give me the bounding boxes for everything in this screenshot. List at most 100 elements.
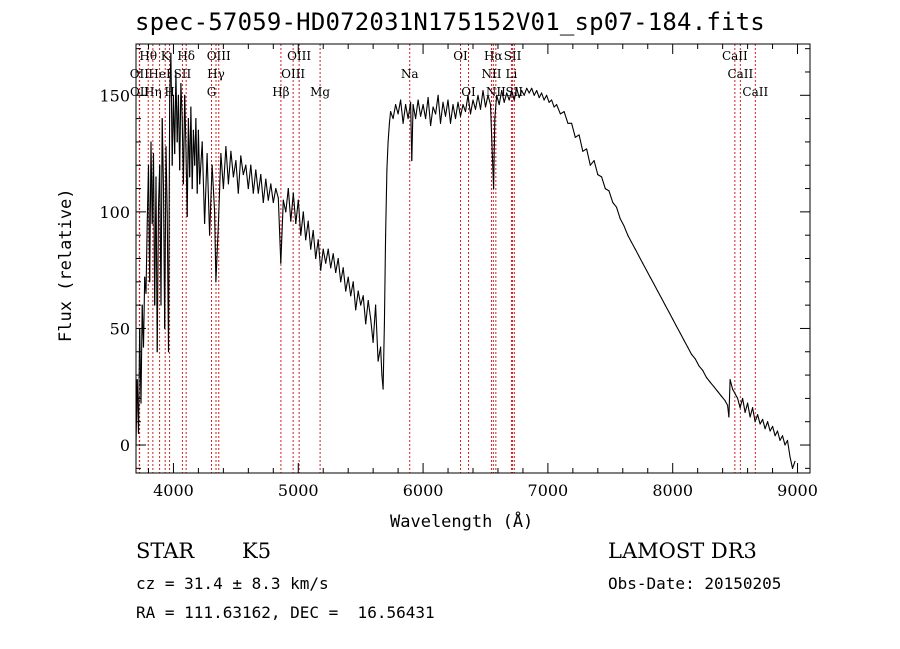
flux-segment-0-20: [160, 118, 163, 306]
flux-segment-0-153: [439, 101, 444, 124]
flux-segment-0-233: [675, 325, 681, 334]
flux-segment-0-51: [199, 141, 203, 185]
flux-segment-0-177: [496, 94, 500, 106]
flux-segment-0-210: [589, 160, 595, 166]
flux-segment-0-114: [355, 290, 359, 311]
flux-segment-0-132: [390, 111, 394, 120]
flux-segment-0-70: [245, 164, 249, 190]
x-tick-label-1: 5000: [278, 481, 319, 500]
line-marker-label-21: NII: [481, 67, 501, 81]
line-marker-label-6: SII: [174, 67, 192, 81]
x-tick-label-5: 9000: [777, 481, 818, 500]
x-tick-label-0: 4000: [153, 481, 194, 500]
flux-segment-0-113: [352, 281, 357, 311]
flux-segment-0-4: [140, 304, 143, 404]
flux-segment-0-41: [186, 118, 189, 218]
flux-segment-0-55: [209, 164, 213, 236]
line-marker-label-10: Hγ: [207, 67, 225, 81]
flux-segment-0-162: [462, 104, 467, 113]
flux-segment-0-147: [425, 97, 429, 120]
flux-segment-0-88: [290, 192, 294, 222]
flux-segment-0-39: [184, 94, 187, 148]
flux-segment-0-110: [345, 276, 349, 292]
line-marker-label-19: Hα: [484, 49, 503, 63]
flux-segment-0-6: [142, 276, 146, 348]
flux-segment-0-226: [649, 276, 655, 285]
y-tick-label-2: 100: [99, 203, 130, 222]
flux-segment-0-179: [501, 90, 505, 103]
flux-segment-0-178: [498, 90, 503, 106]
flux-segment-0-112: [350, 281, 354, 297]
object-class: STAR: [136, 539, 195, 563]
flux-segment-0-244: [717, 390, 722, 397]
flux-segment-0-182: [508, 90, 513, 101]
plot-frame: [135, 43, 811, 474]
flux-segment-0-115: [357, 290, 362, 306]
flux-segment-0-246: [724, 400, 729, 406]
flux-segment-0-261: [759, 418, 764, 425]
flux-segment-0-150: [432, 106, 437, 115]
line-marker-label-8: Hδ: [177, 49, 195, 63]
line-marker-label-12: OIII: [287, 49, 311, 63]
flux-segment-0-35: [179, 83, 182, 171]
flux-segment-0-154: [442, 101, 447, 117]
flux-segment-0-250: [732, 388, 736, 395]
flux-segment-0-191: [531, 87, 535, 96]
line-marker-label-22: Li: [506, 67, 518, 81]
flux-segment-0-80: [270, 183, 274, 204]
flux-segment-0-227: [653, 283, 659, 292]
flux-segment-0-50: [197, 129, 201, 185]
flux-segment-0-45: [191, 129, 194, 190]
flux-segment-0-106: [335, 257, 339, 274]
flux-segment-0-68: [240, 155, 244, 176]
flux-segment-0-216: [612, 201, 618, 208]
x-tick-label-3: 7000: [528, 481, 569, 500]
flux-segment-0-38: [182, 94, 186, 185]
flux-segment-0-202: [559, 111, 565, 115]
flux-segment-0-161: [459, 104, 464, 117]
flux-segment-0-26: [167, 94, 171, 353]
flux-segment-0-81: [272, 188, 277, 204]
flux-segment-0-265: [769, 425, 774, 432]
flux-curve: [135, 52, 796, 469]
flux-segment-0-89: [292, 192, 297, 225]
flux-segment-0-249: [729, 379, 734, 390]
flux-segment-0-190: [528, 87, 533, 94]
flux-segment-0-151: [435, 94, 439, 115]
flux-segment-0-156: [447, 99, 452, 124]
flux-segment-0-224: [642, 262, 648, 271]
flux-segment-0-254: [742, 397, 746, 413]
flux-segment-0-255: [744, 402, 749, 413]
flux-segment-0-62: [225, 146, 229, 185]
line-marker-label-3: Hη: [144, 85, 162, 99]
y-tick-label-1: 50: [110, 319, 130, 338]
flux-segment-0-169: [479, 90, 484, 110]
flux-segment-0-159: [454, 101, 459, 120]
flux-segment-0-160: [457, 101, 462, 117]
flux-segment-0-107: [337, 257, 342, 283]
flux-segment-0-262: [762, 418, 766, 430]
flux-segment-0-167: [474, 94, 479, 110]
flux-segment-0-234: [679, 332, 685, 341]
flux-segment-0-134: [395, 104, 399, 115]
flux-segment-0-133: [392, 104, 397, 120]
flux-segment-0-175: [493, 118, 496, 190]
flux-segment-0-269: [779, 435, 784, 441]
flux-segment-0-137: [402, 104, 407, 124]
flux-segment-0-36: [180, 83, 183, 120]
flux-segment-0-256: [747, 402, 751, 418]
flux-segment-0-82: [275, 188, 279, 199]
flux-segment-0-144: [417, 99, 422, 117]
flux-segment-0-90: [295, 199, 299, 225]
flux-segment-0-11: [149, 141, 152, 283]
flux-segment-0-122: [375, 304, 379, 362]
flux-segment-0-145: [420, 104, 424, 117]
flux-segment-0-92: [300, 211, 304, 236]
flux-segment-0-142: [412, 104, 417, 120]
flux-segment-0-101: [322, 248, 327, 264]
flux-segment-0-85: [282, 199, 287, 213]
flux-segment-0-209: [586, 148, 591, 166]
flux-segment-0-72: [250, 164, 254, 194]
line-marker-label-25: CaII: [722, 49, 748, 63]
flux-segment-0-54: [206, 153, 211, 236]
